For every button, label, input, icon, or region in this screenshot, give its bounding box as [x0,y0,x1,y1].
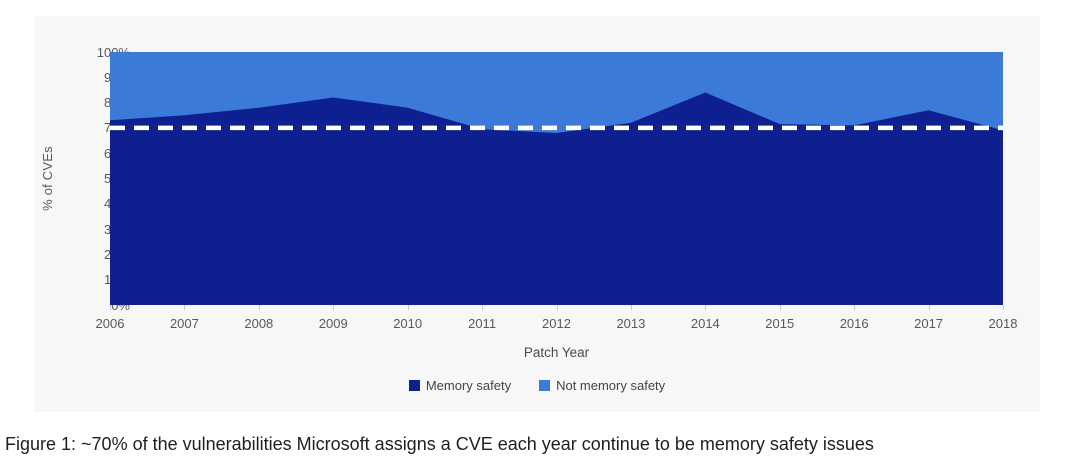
x-tick-mark [630,305,632,310]
x-tick-label: 2018 [988,316,1018,331]
x-tick-mark [556,305,558,310]
legend-swatch-icon [408,380,420,391]
x-tick-mark [407,305,409,310]
x-tick-mark [928,305,930,310]
figure-caption: Figure 1: ~70% of the vulnerabilities Mi… [5,434,874,454]
memory-safety-area [110,92,1003,305]
plot-area [110,52,1003,305]
x-tick-mark [705,305,707,310]
stacked-area-chart [110,52,1003,305]
chart-card: % of CVEs 100%90%80%70%60%50%40%30%20%10… [34,16,1040,412]
x-tick-label: 2014 [690,316,720,331]
x-tick-label: 2013 [616,316,646,331]
x-tick-label: 2009 [318,316,348,331]
x-tick-label: 2008 [244,316,274,331]
x-tick-mark [854,305,856,310]
x-tick-mark [258,305,260,310]
y-axis-title: % of CVEs [34,52,60,305]
legend: Memory safety Not memory safety [34,378,1040,393]
legend-label: Memory safety [425,378,512,393]
x-tick-label: 2006 [95,316,125,331]
x-tick-mark [482,305,484,310]
x-tick-label: 2015 [765,316,795,331]
x-tick-label: 2010 [393,316,423,331]
x-tick-mark [779,305,781,310]
legend-item: Not memory safety [539,378,665,393]
x-tick-label: 2017 [914,316,944,331]
x-tick-mark [110,305,111,310]
legend-label: Not memory safety [556,378,666,393]
x-tick-mark [1003,305,1004,310]
x-tick-mark [184,305,186,310]
legend-swatch-icon [539,380,551,391]
x-tick-mark [333,305,335,310]
x-tick-label: 2012 [542,316,571,331]
x-axis-title: Patch Year [523,345,590,360]
y-axis-title-text: % of CVEs [39,146,55,211]
legend-item: Memory safety [408,378,512,393]
x-tick-label: 2016 [839,316,869,331]
x-tick-label: 2011 [468,316,497,331]
x-tick-label: 2007 [169,316,199,331]
